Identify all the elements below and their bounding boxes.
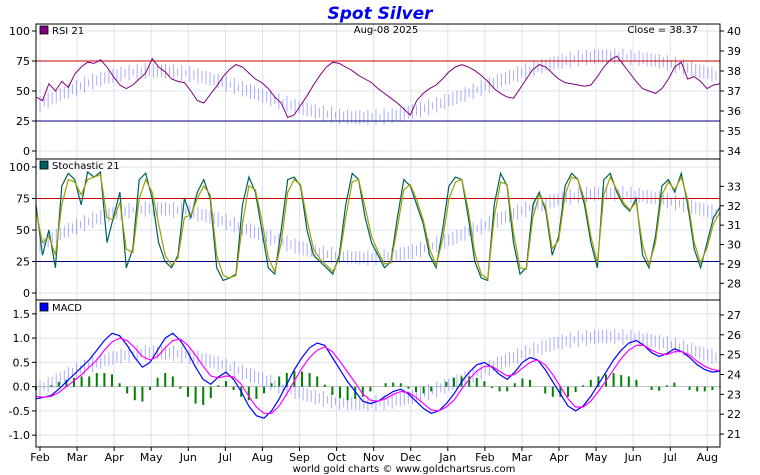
month-label-12: Feb [475, 451, 494, 464]
panel2-right-tick-5: 22 [727, 408, 741, 421]
month-label-10: Dec [400, 451, 421, 464]
month-label-16: Jun [624, 451, 642, 464]
panel-frame-2 [35, 299, 721, 448]
legend-stochastic-label: Stochastic 21 [52, 161, 120, 172]
panel0-left-tick-4: 0 [23, 145, 30, 158]
panel2-left-tick-1: 1.0 [13, 332, 31, 345]
panel2-right-tick-1: 26 [727, 329, 741, 342]
panel2-left-tick-0: 1.5 [13, 308, 31, 321]
panel2-right-tick-3: 24 [727, 369, 741, 382]
panel1-right-tick-4: 29 [727, 258, 741, 271]
legend-rsi: RSI 21 [39, 25, 84, 37]
panel2-right-tick-6: 21 [727, 428, 741, 441]
panel1-right-tick-3: 30 [727, 239, 741, 252]
panel2-left-tick-3: 0.0 [13, 381, 31, 394]
panel0-left-tick-0: 100 [9, 25, 30, 38]
month-label-0: Feb [30, 451, 49, 464]
month-label-9: Nov [363, 451, 385, 464]
panel0-right-tick-2: 38 [727, 65, 741, 78]
panel2-right-tick-2: 25 [727, 349, 741, 362]
legend-macd-swatch [39, 302, 49, 312]
panel1-right-tick-1: 32 [727, 200, 741, 213]
panel0-left-tick-1: 75 [16, 55, 30, 68]
panel0-right-tick-0: 40 [727, 25, 741, 38]
panel1-left-tick-4: 0 [23, 287, 30, 300]
date-label: Aug-08 2025 [354, 25, 419, 36]
month-label-15: May [585, 451, 608, 464]
legend-rsi-swatch [39, 25, 49, 35]
panel1-series--k [35, 170, 721, 282]
month-label-1: Mar [67, 451, 88, 464]
month-label-14: Apr [550, 451, 570, 464]
month-label-13: Mar [512, 451, 533, 464]
footer-credit: world gold charts © www.goldchartsrus.co… [293, 464, 516, 475]
panel0-series-rsi-21 [35, 55, 721, 119]
panel0-right-tick-4: 36 [727, 105, 741, 118]
panel0-right-tick-3: 37 [727, 85, 741, 98]
panel2-left-tick-5: -1.0 [9, 429, 30, 442]
panel0-left-tick-3: 25 [16, 115, 30, 128]
panel2-series-macd [35, 332, 721, 419]
series-layer [35, 55, 721, 419]
panel1-left-tick-2: 50 [16, 224, 30, 237]
month-label-11: Jan [438, 451, 456, 464]
panel2-left-tick-2: 0.5 [13, 356, 31, 369]
month-label-2: Apr [105, 451, 125, 464]
panel2-right-tick-4: 23 [727, 388, 741, 401]
panel0-right-tick-6: 34 [727, 145, 741, 158]
panel0-right-tick-1: 39 [727, 45, 741, 58]
month-label-17: Jul [663, 451, 677, 464]
chart-title: Spot Silver [327, 4, 434, 24]
legend-stochastic: Stochastic 21 [39, 160, 120, 172]
panel1-right-tick-5: 28 [727, 277, 741, 290]
frame-layer: Feb Mar Apr May Jun Jul Aug Sep Oct Nov Dec Jan Feb M… [9, 23, 741, 464]
panel0-right-tick-5: 35 [727, 125, 741, 138]
month-label-7: Sep [289, 451, 310, 464]
legend-rsi-label: RSI 21 [52, 26, 84, 37]
close-label: Close = 38.37 [627, 25, 698, 36]
month-label-6: Aug [252, 451, 273, 464]
panel0-left-tick-2: 50 [16, 85, 30, 98]
month-label-4: Jun [179, 451, 197, 464]
panel2-series-signal [35, 337, 721, 414]
month-label-8: Oct [327, 451, 347, 464]
panel1-series--d [35, 173, 721, 281]
panel1-left-tick-0: 100 [9, 161, 30, 174]
legend-macd: MACD [39, 302, 82, 314]
legend-macd-label: MACD [52, 303, 82, 314]
panel2-left-tick-4: -0.5 [9, 405, 30, 418]
month-label-18: Aug [697, 451, 718, 464]
month-label-3: May [140, 451, 163, 464]
month-label-5: Jul [218, 451, 232, 464]
panel1-right-tick-0: 33 [727, 180, 741, 193]
legend-stochastic-swatch [39, 160, 49, 170]
panel1-right-tick-2: 31 [727, 219, 741, 232]
panel1-left-tick-3: 25 [16, 256, 30, 269]
grid-layer [36, 24, 720, 447]
panel1-left-tick-1: 75 [16, 193, 30, 206]
panel2-right-tick-0: 27 [727, 309, 741, 322]
